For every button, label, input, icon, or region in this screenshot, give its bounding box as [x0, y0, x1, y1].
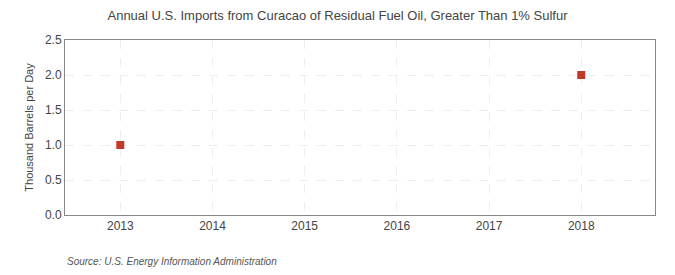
svg-text:2018: 2018 — [568, 219, 595, 233]
svg-text:Annual U.S. Imports from Curac: Annual U.S. Imports from Curacao of Resi… — [107, 8, 568, 23]
svg-text:1.0: 1.0 — [45, 138, 62, 152]
svg-text:2014: 2014 — [199, 219, 226, 233]
svg-text:1.5: 1.5 — [45, 103, 62, 117]
svg-text:2015: 2015 — [291, 219, 318, 233]
svg-text:0.5: 0.5 — [45, 173, 62, 187]
svg-text:Thousand Barrels per Day: Thousand Barrels per Day — [23, 63, 35, 192]
svg-text:2013: 2013 — [107, 219, 134, 233]
svg-text:Source: U.S. Energy Informatio: Source: U.S. Energy Information Administ… — [67, 256, 277, 267]
svg-text:0.0: 0.0 — [45, 208, 62, 222]
svg-text:2.5: 2.5 — [45, 33, 62, 47]
svg-text:2016: 2016 — [384, 219, 411, 233]
svg-text:2.0: 2.0 — [45, 68, 62, 82]
svg-text:2017: 2017 — [476, 219, 503, 233]
